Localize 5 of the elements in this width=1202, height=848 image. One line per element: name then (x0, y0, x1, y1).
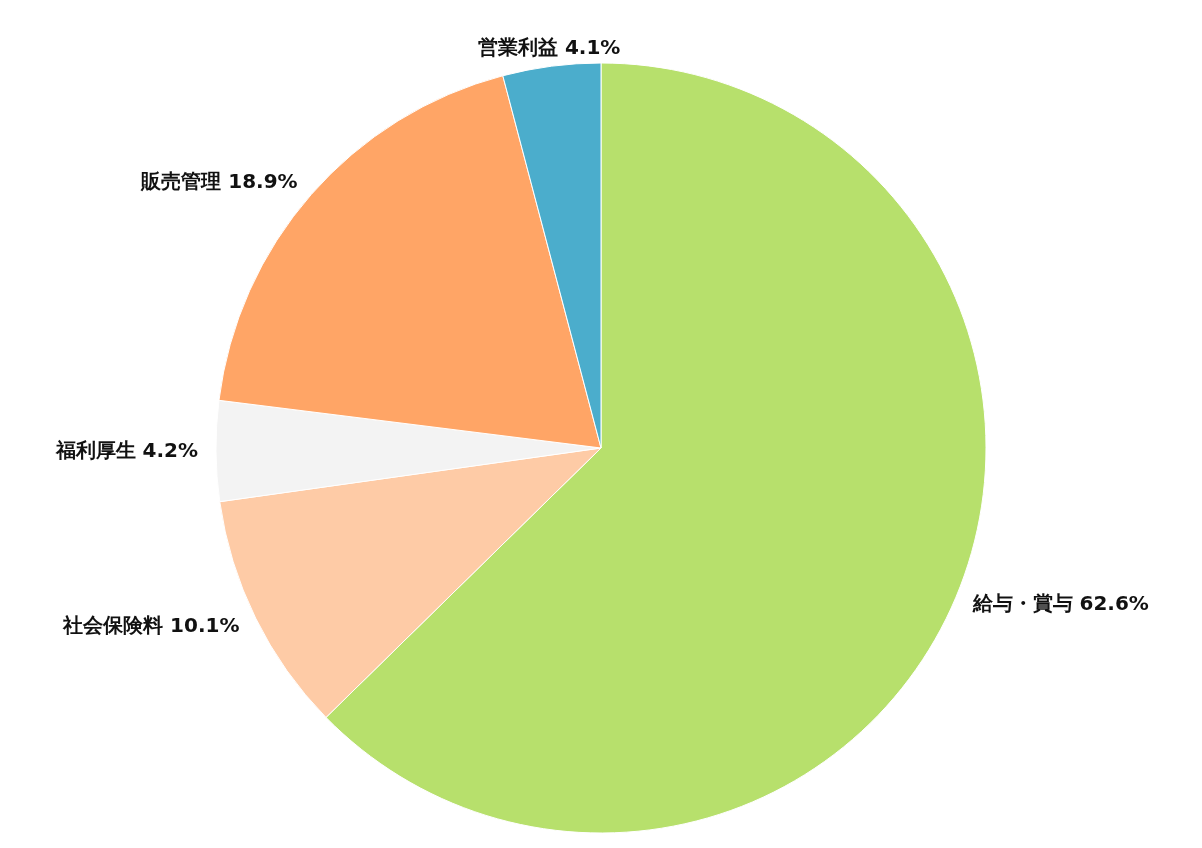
slice-label: 営業利益 4.1% (477, 34, 621, 59)
slice-label: 販売管理 18.9% (140, 169, 298, 194)
slice-label: 社会保険料 10.1% (62, 612, 240, 637)
slice-label: 給与・賞与 62.6% (971, 590, 1149, 615)
slice-label: 福利厚生 4.2% (54, 437, 199, 462)
